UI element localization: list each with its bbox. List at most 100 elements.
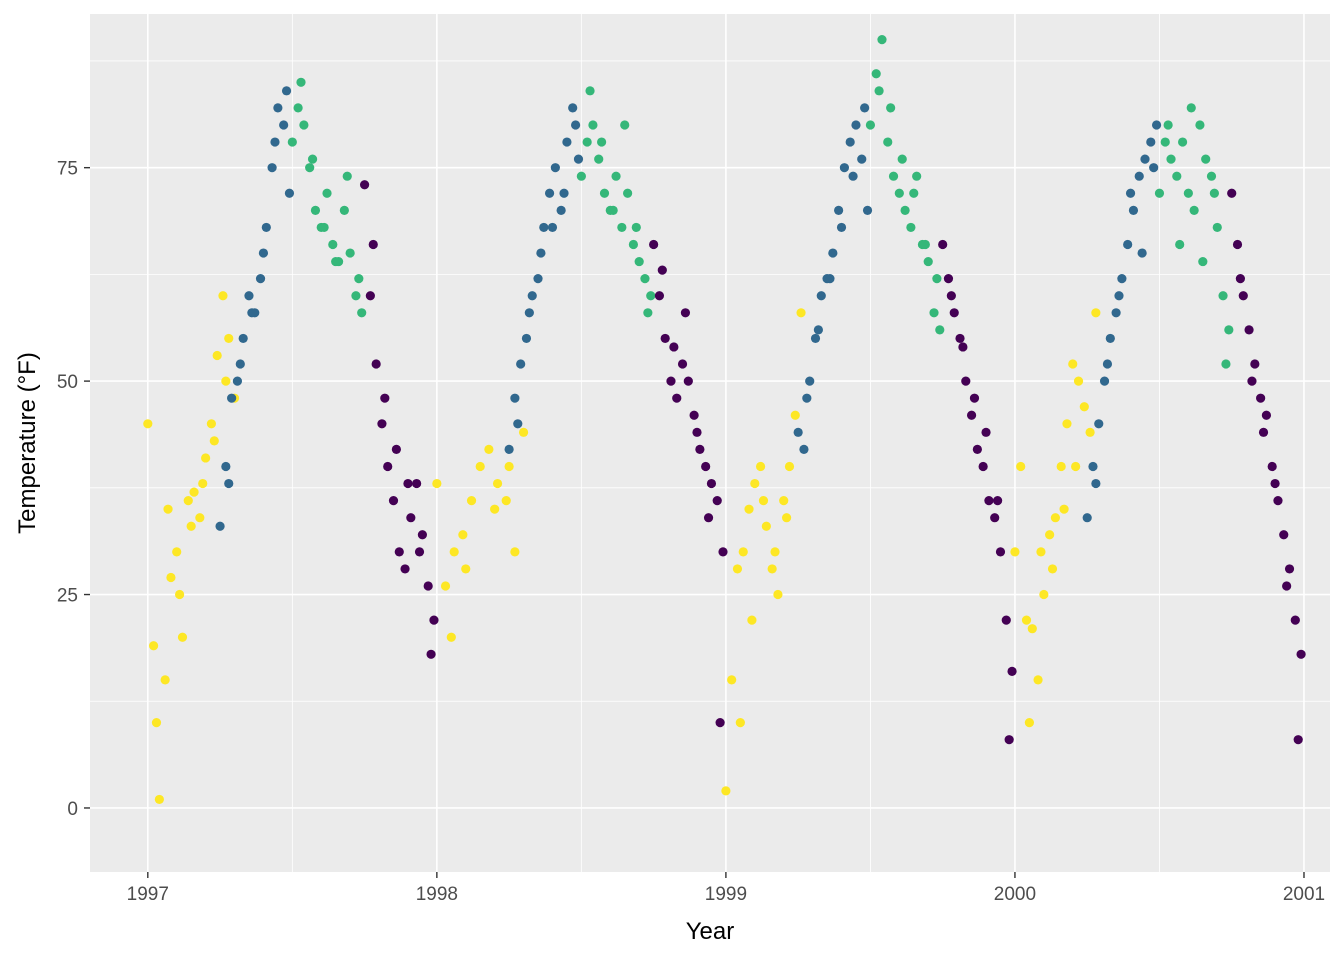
data-point-winter xyxy=(978,461,988,472)
data-point-fall xyxy=(1212,222,1222,233)
data-point-fall xyxy=(1177,137,1188,147)
data-point-fall xyxy=(1166,154,1176,164)
data-point-summer xyxy=(232,376,243,386)
data-point-summer xyxy=(1149,163,1159,173)
data-point-winter xyxy=(400,564,410,574)
data-point-spring xyxy=(1033,675,1043,685)
data-point-winter xyxy=(1296,649,1306,659)
data-point-summer xyxy=(516,359,526,369)
data-point-winter xyxy=(414,547,425,557)
data-point-summer xyxy=(1146,137,1156,147)
data-point-summer xyxy=(547,222,558,233)
data-point-fall xyxy=(623,188,633,198)
data-point-fall xyxy=(307,154,318,164)
data-point-summer xyxy=(533,274,543,284)
data-point-summer xyxy=(834,205,844,215)
data-point-winter xyxy=(426,649,436,659)
data-point-fall xyxy=(582,137,592,147)
data-point-spring xyxy=(177,632,188,642)
data-point-fall xyxy=(883,137,893,147)
data-points xyxy=(143,35,1306,805)
data-point-summer xyxy=(836,222,847,233)
data-point-summer xyxy=(1151,120,1162,130)
data-point-fall xyxy=(331,256,341,267)
data-point-summer xyxy=(258,248,269,258)
data-point-spring xyxy=(432,478,442,489)
x-axis-title: Year xyxy=(686,918,735,945)
data-point-winter xyxy=(680,308,691,318)
data-point-summer xyxy=(810,333,821,344)
data-point-winter xyxy=(695,444,705,455)
data-point-winter xyxy=(1290,615,1300,625)
data-point-fall xyxy=(634,256,644,267)
data-point-summer xyxy=(839,163,850,173)
data-point-fall xyxy=(299,120,309,130)
data-point-spring xyxy=(446,632,456,642)
data-point-fall xyxy=(906,222,916,233)
data-point-spring xyxy=(466,496,477,506)
x-tick-label: 1999 xyxy=(705,884,747,905)
data-point-spring xyxy=(755,461,766,472)
data-point-spring xyxy=(1024,717,1034,728)
data-point-fall xyxy=(1206,171,1217,181)
data-point-spring xyxy=(1021,615,1032,625)
data-point-summer xyxy=(845,137,855,147)
data-point-fall xyxy=(929,308,939,318)
data-point-spring xyxy=(189,487,199,497)
data-point-fall xyxy=(1189,205,1199,215)
data-point-spring xyxy=(1073,376,1084,386)
data-point-summer xyxy=(524,308,534,318)
data-point-winter xyxy=(943,274,954,284)
data-point-winter xyxy=(1258,427,1269,437)
data-point-spring xyxy=(1059,504,1069,514)
data-point-summer xyxy=(559,188,569,198)
data-point-summer xyxy=(539,222,549,233)
data-point-spring xyxy=(475,461,485,472)
data-point-fall xyxy=(1172,171,1182,181)
data-point-fall xyxy=(865,120,876,130)
data-point-winter xyxy=(403,478,413,489)
data-point-winter xyxy=(715,717,725,728)
data-point-summer xyxy=(825,274,835,284)
data-point-fall xyxy=(640,274,650,284)
data-point-winter xyxy=(417,530,428,540)
data-point-spring xyxy=(154,794,164,805)
data-point-summer xyxy=(227,393,237,403)
data-point-summer xyxy=(550,163,560,173)
data-point-winter xyxy=(958,342,968,352)
data-point-winter xyxy=(1238,291,1248,301)
data-point-winter xyxy=(429,615,439,625)
data-point-summer xyxy=(573,154,584,164)
data-point-winter xyxy=(1007,666,1017,676)
data-point-spring xyxy=(212,350,222,361)
data-point-spring xyxy=(750,478,760,489)
data-point-spring xyxy=(518,427,529,437)
data-point-summer xyxy=(857,154,867,164)
data-point-winter xyxy=(388,496,399,506)
data-point-spring xyxy=(758,496,769,506)
data-point-summer xyxy=(1088,461,1098,472)
data-point-fall xyxy=(1175,239,1185,250)
data-point-winter xyxy=(990,513,1000,523)
y-tick-label: 75 xyxy=(57,159,78,180)
data-point-spring xyxy=(1050,513,1061,523)
data-point-summer xyxy=(527,291,537,301)
data-point-summer xyxy=(244,291,254,301)
data-point-winter xyxy=(1004,735,1014,745)
data-point-summer xyxy=(813,325,823,335)
data-point-spring xyxy=(172,547,182,557)
data-point-winter xyxy=(1284,564,1295,574)
data-point-fall xyxy=(894,188,904,198)
data-point-fall xyxy=(1186,103,1196,113)
data-point-spring xyxy=(761,521,771,531)
data-point-winter xyxy=(677,359,688,369)
data-point-summer xyxy=(793,427,803,437)
data-point-winter xyxy=(657,265,667,275)
data-point-winter xyxy=(984,496,994,506)
data-point-fall xyxy=(897,154,907,164)
data-point-summer xyxy=(816,291,826,301)
data-point-spring xyxy=(1027,624,1037,634)
data-point-summer xyxy=(270,137,280,147)
data-point-summer xyxy=(1123,239,1133,250)
data-point-winter xyxy=(1273,496,1283,506)
